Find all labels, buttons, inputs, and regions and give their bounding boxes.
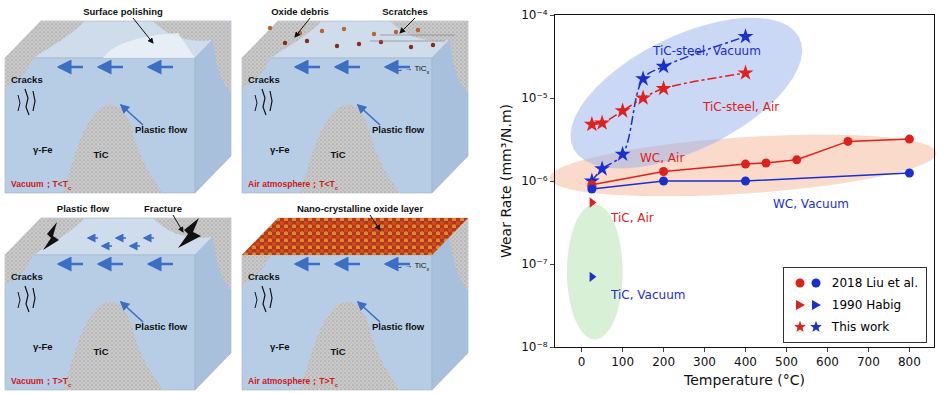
- svg-text:Scratches: Scratches: [382, 6, 427, 17]
- svg-text:TiC: TiC: [93, 346, 108, 357]
- svg-text:300: 300: [693, 355, 716, 369]
- svg-text:10⁻⁷: 10⁻⁷: [521, 257, 548, 271]
- svg-text:Cracks: Cracks: [248, 271, 280, 282]
- svg-text:Cracks: Cracks: [248, 74, 280, 85]
- svg-text:γ-Fe: γ-Fe: [270, 144, 290, 155]
- html-text:This work: This work: [831, 320, 890, 334]
- svg-text:Oxide debris: Oxide debris: [271, 6, 329, 17]
- svg-text:10⁻⁵: 10⁻⁵: [521, 91, 548, 105]
- svg-text:TiC, Air: TiC, Air: [610, 211, 654, 225]
- svg-text:Plastic flow: Plastic flow: [57, 203, 110, 214]
- svg-text:Vacuum；T>Tc: Vacuum；T>Tc: [11, 376, 72, 388]
- html-text:2018 Liu et al.: 2018 Liu et al.: [831, 276, 918, 290]
- svg-text:TiC → TiCx: TiC → TiCx: [390, 261, 430, 272]
- svg-text:Surface polishing: Surface polishing: [83, 6, 163, 17]
- svg-text:γ-Fe: γ-Fe: [33, 144, 53, 155]
- svg-text:Plastic flow: Plastic flow: [135, 124, 188, 135]
- svg-text:Air atmosphere；T>Tc: Air atmosphere；T>Tc: [248, 376, 339, 388]
- svg-text:Cracks: Cracks: [11, 271, 43, 282]
- svg-text:TiC-steel, Vacuum: TiC-steel, Vacuum: [652, 44, 761, 58]
- svg-text:Wear Rate (mm³/N.m): Wear Rate (mm³/N.m): [498, 104, 514, 258]
- svg-text:TiC: TiC: [93, 149, 108, 160]
- svg-text:Cracks: Cracks: [11, 74, 43, 85]
- svg-text:WC, Air: WC, Air: [640, 151, 684, 165]
- svg-text:100: 100: [611, 355, 634, 369]
- svg-text:TiC → TiCx: TiC → TiCx: [390, 64, 430, 75]
- svg-text:500: 500: [775, 355, 798, 369]
- svg-text:Air atmosphere；T<Tc: Air atmosphere；T<Tc: [248, 179, 339, 191]
- svg-text:γ-Fe: γ-Fe: [270, 341, 290, 352]
- svg-text:Plastic flow: Plastic flow: [135, 321, 188, 332]
- svg-text:10⁻⁸: 10⁻⁸: [521, 340, 548, 354]
- svg-text:400: 400: [734, 355, 757, 369]
- svg-text:700: 700: [857, 355, 880, 369]
- svg-text:γ-Fe: γ-Fe: [33, 341, 53, 352]
- svg-text:Vacuum；T<Tc: Vacuum；T<Tc: [11, 179, 72, 191]
- svg-text:10⁻⁶: 10⁻⁶: [521, 174, 548, 188]
- html-text:1990 Habig: 1990 Habig: [831, 298, 902, 312]
- svg-text:TiC, Vacuum: TiC, Vacuum: [610, 288, 685, 302]
- svg-text:0: 0: [578, 355, 586, 369]
- svg-text:600: 600: [816, 355, 839, 369]
- svg-text:TiC: TiC: [330, 149, 345, 160]
- svg-text:Temperature (°C): Temperature (°C): [683, 372, 805, 388]
- svg-text:TiC: TiC: [330, 346, 345, 357]
- svg-text:200: 200: [652, 355, 675, 369]
- svg-text:800: 800: [898, 355, 921, 369]
- svg-text:10⁻⁴: 10⁻⁴: [521, 8, 548, 22]
- svg-text:WC, Vacuum: WC, Vacuum: [773, 197, 849, 211]
- svg-text:TiC-steel, Air: TiC-steel, Air: [702, 100, 779, 114]
- svg-text:Plastic flow: Plastic flow: [372, 321, 425, 332]
- svg-text:Fracture: Fracture: [144, 203, 182, 214]
- svg-text:Nano-crystalline oxide layer: Nano-crystalline oxide layer: [297, 203, 423, 214]
- svg-text:Plastic flow: Plastic flow: [372, 124, 425, 135]
